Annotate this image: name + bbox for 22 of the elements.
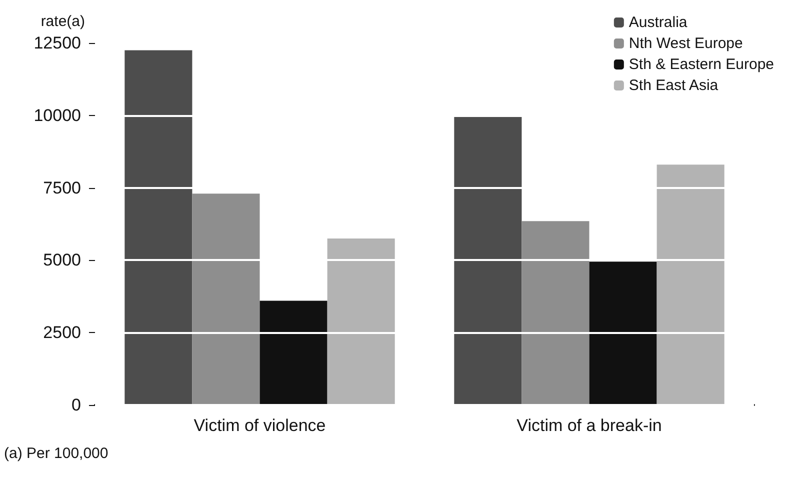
bar (522, 221, 590, 405)
text: (a) Per 100,000 (4, 445, 108, 462)
bar (454, 116, 522, 405)
bar (327, 238, 395, 405)
legend-label: Sth & Eastern Europe (628, 56, 774, 73)
bar (260, 300, 328, 405)
x-tick-label: Victim of a break-in (516, 416, 662, 435)
y-axis-title: rate(a) (40, 13, 85, 30)
bar (124, 50, 192, 405)
legend-label: Australia (628, 14, 688, 31)
y-tick-label: 5000 (43, 250, 81, 270)
y-tick-label: 7500 (43, 178, 81, 198)
legend-label: Sth East Asia (628, 77, 719, 94)
y-tick-label: 10000 (34, 106, 81, 125)
y-tick-label: 12500 (34, 34, 81, 52)
bar (656, 164, 724, 405)
bar (589, 262, 657, 405)
x-tick-label: Victim of violence (194, 416, 326, 435)
legend-label: Nth West Europe (628, 35, 743, 52)
y-tick-label: 0 (72, 396, 81, 414)
bar (192, 194, 260, 405)
y-tick-label: 2500 (43, 323, 81, 342)
